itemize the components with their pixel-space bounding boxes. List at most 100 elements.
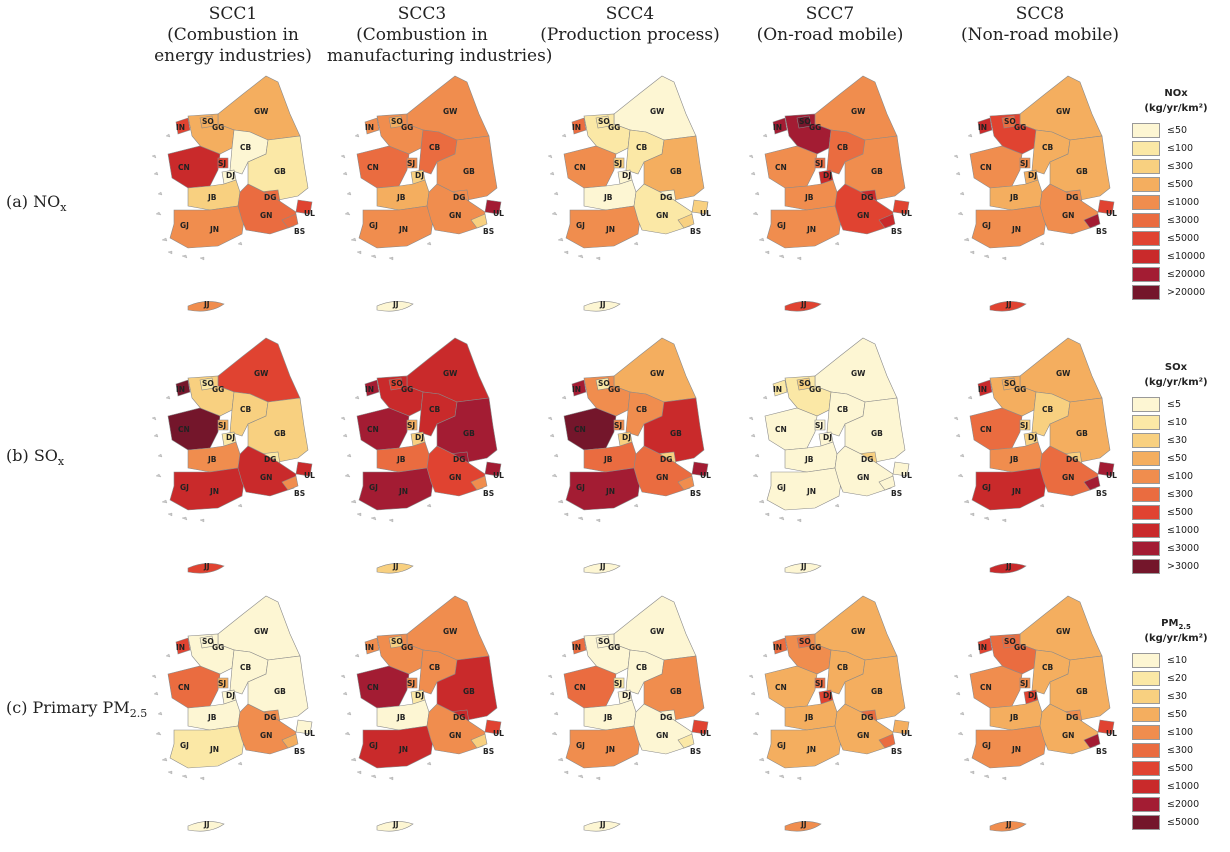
- region-label-dj: DJ: [415, 691, 424, 700]
- region-label-dg: DG: [660, 193, 672, 202]
- region-label-bs: BS: [294, 489, 305, 498]
- legend-label: ≤100: [1167, 142, 1194, 154]
- region-label-gn: GN: [449, 731, 461, 740]
- coastal-islands: [151, 133, 243, 261]
- region-cn: [764, 145, 818, 189]
- coastal-islands: [748, 653, 840, 781]
- legend-swatch: [1132, 742, 1160, 758]
- legend-swatch: [1132, 706, 1160, 722]
- region-label-so: SO: [1004, 379, 1016, 388]
- region-ul: [1097, 199, 1115, 215]
- map-nox-scc3: GW GG SO IN CB CN SJ DJ GB DG UL JB GJ JN GN BS JJ: [337, 74, 527, 324]
- region-label-cb: CB: [240, 405, 252, 414]
- region-ul: [691, 461, 709, 477]
- legend-item: ≤20: [1124, 669, 1228, 687]
- legend-swatch: [1132, 670, 1160, 686]
- legend-swatch: [1132, 796, 1160, 812]
- map-pm25-scc7: GW GG SO IN CB CN SJ DJ GB DG UL JB GJ JN GN BS JJ: [745, 594, 935, 844]
- region-label-sj: SJ: [407, 421, 415, 430]
- region-label-so: SO: [598, 379, 610, 388]
- column-header-scc4: SCC4 (Production process): [535, 4, 725, 46]
- region-jj: [989, 563, 1027, 574]
- region-jn: [971, 467, 1047, 511]
- region-label-dg: DG: [1066, 193, 1078, 202]
- region-label-bs: BS: [690, 747, 701, 756]
- region-label-gj: GJ: [369, 741, 378, 750]
- region-jj: [784, 563, 822, 574]
- region-label-jb: JB: [603, 455, 613, 464]
- legend-label: ≤3000: [1167, 542, 1200, 554]
- legend-swatch: [1132, 158, 1160, 174]
- legend-sox: SOx (kg/yr/km²) ≤5 ≤10 ≤30 ≤50 ≤100 ≤300 ≤500 ≤…: [1124, 362, 1228, 575]
- region-label-so: SO: [799, 379, 811, 388]
- region-jn: [169, 725, 245, 769]
- region-so: [1001, 377, 1017, 391]
- region-label-cb: CB: [636, 405, 648, 414]
- legend-item: ≤1000: [1124, 521, 1228, 539]
- region-bs: [281, 475, 299, 491]
- region-label-gb: GB: [670, 687, 682, 696]
- legend-item: ≤30: [1124, 431, 1228, 449]
- region-label-jj: JJ: [203, 562, 210, 571]
- region-label-so: SO: [202, 379, 214, 388]
- legend-label: ≤3000: [1167, 214, 1200, 226]
- region-label-sj: SJ: [1020, 159, 1028, 168]
- region-jj: [583, 301, 621, 312]
- region-so: [796, 377, 812, 391]
- region-label-jj: JJ: [800, 300, 807, 309]
- region-label-bs: BS: [1096, 227, 1107, 236]
- map-sox-scc3: GW GG SO IN CB CN SJ DJ GB DG UL JB GJ JN GN BS JJ: [337, 336, 527, 586]
- region-label-ul: UL: [700, 209, 711, 218]
- region-label-jn: JN: [1011, 225, 1021, 234]
- map-nox-scc7: GW GG SO IN CB CN SJ DJ GB DG UL JB GJ JN GN BS JJ: [745, 74, 935, 324]
- region-label-so: SO: [799, 637, 811, 646]
- legend-unit: (kg/yr/km²): [1144, 103, 1208, 114]
- region-label-bs: BS: [891, 227, 902, 236]
- region-label-gg: GG: [212, 643, 224, 652]
- row-label-subscript: x: [57, 455, 65, 469]
- legend-item: >3000: [1124, 557, 1228, 575]
- region-label-cn: CN: [775, 163, 787, 172]
- region-label-dg: DG: [861, 713, 873, 722]
- region-label-bs: BS: [891, 747, 902, 756]
- region-label-gb: GB: [871, 429, 883, 438]
- region-label-gg: GG: [401, 123, 413, 132]
- row-label-subscript: x: [60, 201, 67, 215]
- row-label-text: (a) NO: [6, 192, 61, 211]
- region-label-in: IN: [773, 385, 782, 394]
- region-in: [175, 379, 191, 397]
- region-label-cn: CN: [178, 425, 190, 434]
- region-label-in: IN: [365, 123, 374, 132]
- region-label-gg: GG: [212, 385, 224, 394]
- region-label-gj: GJ: [982, 741, 991, 750]
- region-label-ul: UL: [901, 209, 912, 218]
- column-header-scc7: SCC7 (On-road mobile): [735, 4, 925, 46]
- column-header-line: SCC7: [805, 4, 855, 24]
- legend-label: ≤5: [1167, 398, 1182, 410]
- legend-item: ≤5: [1124, 395, 1228, 413]
- region-label-cn: CN: [367, 163, 379, 172]
- region-label-jb: JB: [396, 193, 406, 202]
- row-label-text: (c) Primary PM: [6, 698, 130, 717]
- region-label-gw: GW: [650, 107, 665, 116]
- legend-label: ≤300: [1167, 744, 1194, 756]
- region-jn: [169, 467, 245, 511]
- region-cn: [356, 145, 410, 189]
- legend-nox: NOx (kg/yr/km²) ≤50 ≤100 ≤300 ≤500 ≤1000 ≤300…: [1124, 88, 1228, 301]
- region-cn: [356, 407, 410, 451]
- region-label-gb: GB: [274, 429, 286, 438]
- legend-pollutant: NOx: [1164, 88, 1188, 99]
- row-label-nox: (a) NOx: [6, 192, 66, 214]
- region-label-jn: JN: [605, 745, 615, 754]
- map-sox-scc8: GW GG SO IN CB CN SJ DJ GB DG UL JB GJ JN GN BS JJ: [950, 336, 1140, 586]
- region-label-cb: CB: [1042, 143, 1054, 152]
- region-label-so: SO: [391, 379, 403, 388]
- region-so: [388, 635, 404, 649]
- region-gn: [426, 703, 486, 755]
- region-label-jb: JB: [603, 193, 613, 202]
- map-sox-scc1: GW GG SO IN CB CN SJ DJ GB DG UL JB GJ JN GN BS JJ: [148, 336, 338, 586]
- coastal-islands: [748, 133, 840, 261]
